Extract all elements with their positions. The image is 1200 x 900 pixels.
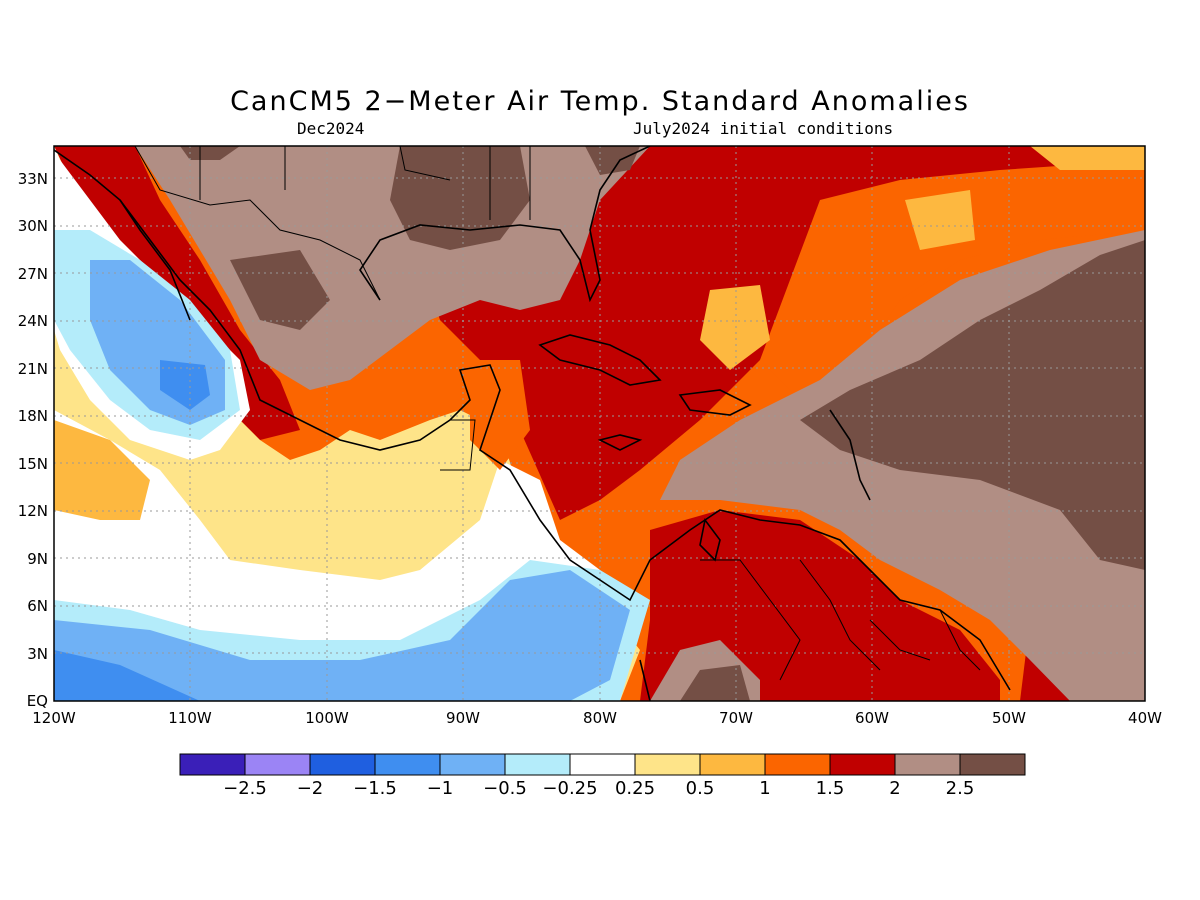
colorbar-swatch: [309, 753, 376, 776]
colorbar-label: −0.25: [542, 778, 597, 799]
colorbar-swatch: [959, 753, 1026, 776]
field-darkbrown-sa: [680, 665, 750, 701]
lat-label: 9N: [27, 550, 48, 568]
colorbar-label: 0.25: [615, 778, 655, 799]
field-orange-yucatan: [470, 360, 530, 470]
colorbar-label: −2: [297, 778, 324, 799]
lon-label: 120W: [32, 709, 76, 727]
lat-label: 24N: [18, 312, 48, 330]
field-blue-equator: [54, 570, 630, 701]
colorbar-swatch: [764, 753, 831, 776]
field-lightorange-bahamas: [700, 285, 770, 370]
lat-axis: 33N 30N 27N 24N 21N 18N 15N 12N 9N 6N 3N…: [18, 170, 48, 710]
field-lightorange-ne: [1030, 146, 1145, 170]
field-lightorange-pacific: [54, 420, 150, 520]
field-darkbrown-mexico: [230, 250, 330, 330]
field-darkbrown-se: [585, 146, 640, 175]
field-deepblue-equator: [54, 650, 200, 701]
map-title: CanCM5 2−Meter Air Temp. Standard Anomal…: [230, 86, 970, 117]
lat-label: 18N: [18, 407, 48, 425]
colorbar-swatch: [829, 753, 896, 776]
colorbar-label: −1.5: [353, 778, 397, 799]
graticule: [54, 146, 1145, 701]
lon-label: 110W: [168, 709, 212, 727]
colorbar-label: 1: [759, 778, 770, 799]
colorbar-swatch: [504, 753, 571, 776]
forecast-month: Dec2024: [297, 119, 365, 138]
anomaly-field: [54, 146, 1145, 701]
field-orange-atlantic: [760, 160, 1145, 400]
colorbar-swatch: [179, 753, 246, 776]
lat-label: 3N: [27, 645, 48, 663]
lat-label: 6N: [27, 597, 48, 615]
colorbar-swatch: [634, 753, 701, 776]
colorbar-swatch: [699, 753, 766, 776]
colorbar-label: 0.5: [686, 778, 715, 799]
lat-label: 21N: [18, 360, 48, 378]
lon-label: 50W: [992, 709, 1026, 727]
colorbar-label: −0.5: [483, 778, 527, 799]
lon-label: 40W: [1128, 709, 1162, 727]
lon-label: 100W: [305, 709, 349, 727]
colorbar-swatch: [374, 753, 441, 776]
colorbar-swatch: [244, 753, 311, 776]
initial-conditions: July2024 initial conditions: [633, 119, 894, 138]
borders: [134, 146, 981, 681]
colorbar-swatch: [439, 753, 506, 776]
coastlines: [54, 146, 1011, 701]
lat-label: 15N: [18, 455, 48, 473]
colorbar-swatch: [569, 753, 636, 776]
lon-label: 80W: [583, 709, 617, 727]
map-frame: [53, 145, 1146, 702]
field-lightorange-atlantic: [905, 190, 975, 250]
lon-label: 90W: [446, 709, 480, 727]
lat-label: 30N: [18, 217, 48, 235]
colorbar-label: 1.5: [816, 778, 845, 799]
field-darkbrown-nw: [180, 146, 240, 160]
colorbar-label: 2: [889, 778, 900, 799]
colorbar-swatch: [894, 753, 961, 776]
lat-label: 33N: [18, 170, 48, 188]
lon-axis: 120W 110W 100W 90W 80W 70W 60W 50W 40W: [32, 709, 1162, 727]
lat-label: 27N: [18, 265, 48, 283]
field-darkbrown-atlantic: [800, 240, 1145, 570]
colorbar: −2.5 −2 −1.5 −1 −0.5 −0.25 0.25 0.5 1 1.5 2 2.5: [179, 753, 1026, 799]
lat-label: EQ: [27, 692, 48, 710]
lat-label: 12N: [18, 502, 48, 520]
colorbar-label: 2.5: [946, 778, 975, 799]
field-darkbrown-texas: [390, 146, 530, 250]
lon-label: 70W: [719, 709, 753, 727]
colorbar-label: −1: [427, 778, 454, 799]
lon-label: 60W: [855, 709, 889, 727]
field-deepblue-baja: [160, 360, 210, 410]
colorbar-label: −2.5: [223, 778, 267, 799]
